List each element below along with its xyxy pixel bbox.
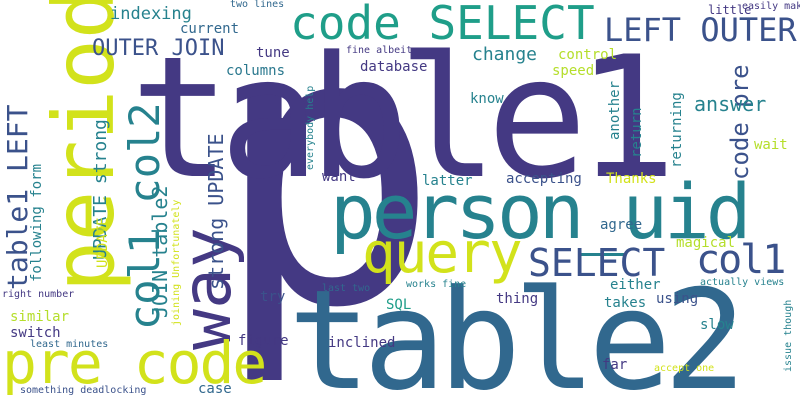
word-return: return — [629, 107, 645, 158]
word-person-uid: person_uid — [330, 167, 752, 256]
word-table1: table1 — [130, 20, 677, 216]
word-latter: latter — [422, 173, 473, 189]
word-switch: switch — [10, 325, 61, 341]
word-code-select: code SELECT — [290, 0, 595, 50]
word-join-table2: JOIN table2 — [148, 185, 172, 318]
word-another: another — [607, 80, 623, 140]
word-similar: similar — [10, 309, 70, 325]
word-pre-code: pre code — [2, 329, 267, 397]
word-p: p — [212, 0, 441, 391]
word-right-number: right number — [2, 289, 75, 300]
word-code-pre: code pre — [726, 64, 754, 180]
word-current: current — [180, 21, 240, 37]
word-update: UPDATE — [95, 217, 111, 268]
word-tune: tune — [256, 45, 290, 61]
word-far: far — [602, 357, 628, 373]
word-change: change — [472, 44, 538, 65]
word-sql: SQL — [386, 297, 412, 313]
word-inclined: inclined — [328, 335, 396, 351]
word-try: try — [260, 289, 286, 305]
word-thanks: Thanks — [606, 171, 657, 187]
word-left-outer: LEFT OUTER — [604, 11, 797, 49]
word-using: using — [656, 291, 699, 307]
word-everybody-help: everybody help — [305, 85, 316, 170]
word-either: either — [610, 277, 661, 293]
word-joining-unfortunately: joining Unfortunately — [171, 199, 182, 326]
word-issue-though: issue though — [783, 299, 794, 372]
word-returning: returning — [669, 92, 685, 168]
word-least-minutes: least minutes — [30, 339, 109, 350]
word-slow: slow — [700, 317, 734, 333]
word-two-lines: two lines — [230, 0, 285, 10]
word-speed: speed — [552, 63, 595, 79]
word-want: want — [322, 169, 356, 185]
word-outer-join: OUTER JOIN — [92, 36, 225, 61]
word-indexing: indexing — [110, 4, 192, 24]
word-strong-update: strong UPDATE — [204, 133, 228, 290]
word-wait: wait — [754, 137, 788, 153]
word-little: little — [708, 3, 752, 17]
word-thing: thing — [496, 291, 539, 307]
word-accepting: accepting — [506, 171, 582, 187]
word-magical: magical — [676, 235, 736, 251]
word-fine-albeit: fine albeit — [346, 45, 413, 56]
word-easily-make: easily make — [742, 1, 800, 12]
word-something-deadlocking: something deadlocking — [20, 385, 147, 396]
word-database: database — [360, 59, 428, 75]
word-accept-one: accept one — [654, 363, 715, 374]
word-select: SELECT — [528, 241, 666, 285]
word-query: query — [362, 221, 523, 286]
word-case: case — [198, 381, 232, 397]
word-following-form: following form — [29, 163, 45, 282]
word-answer: answer — [694, 92, 767, 116]
word-works-fine: works fine — [406, 279, 467, 290]
word-takes: takes — [604, 295, 647, 311]
word-know: know — [470, 91, 504, 107]
word-table2: table2 — [288, 260, 746, 400]
word-control: control — [558, 47, 618, 63]
word-actually-views: actually views — [700, 277, 785, 288]
word-last-two: last two — [322, 283, 371, 294]
word-columns: columns — [226, 63, 286, 79]
word-figure: figure — [238, 333, 289, 349]
word-table1-left: table1 LEFT — [1, 104, 34, 290]
word-col1: col1 — [696, 237, 786, 283]
word-agree: agree — [600, 217, 643, 233]
